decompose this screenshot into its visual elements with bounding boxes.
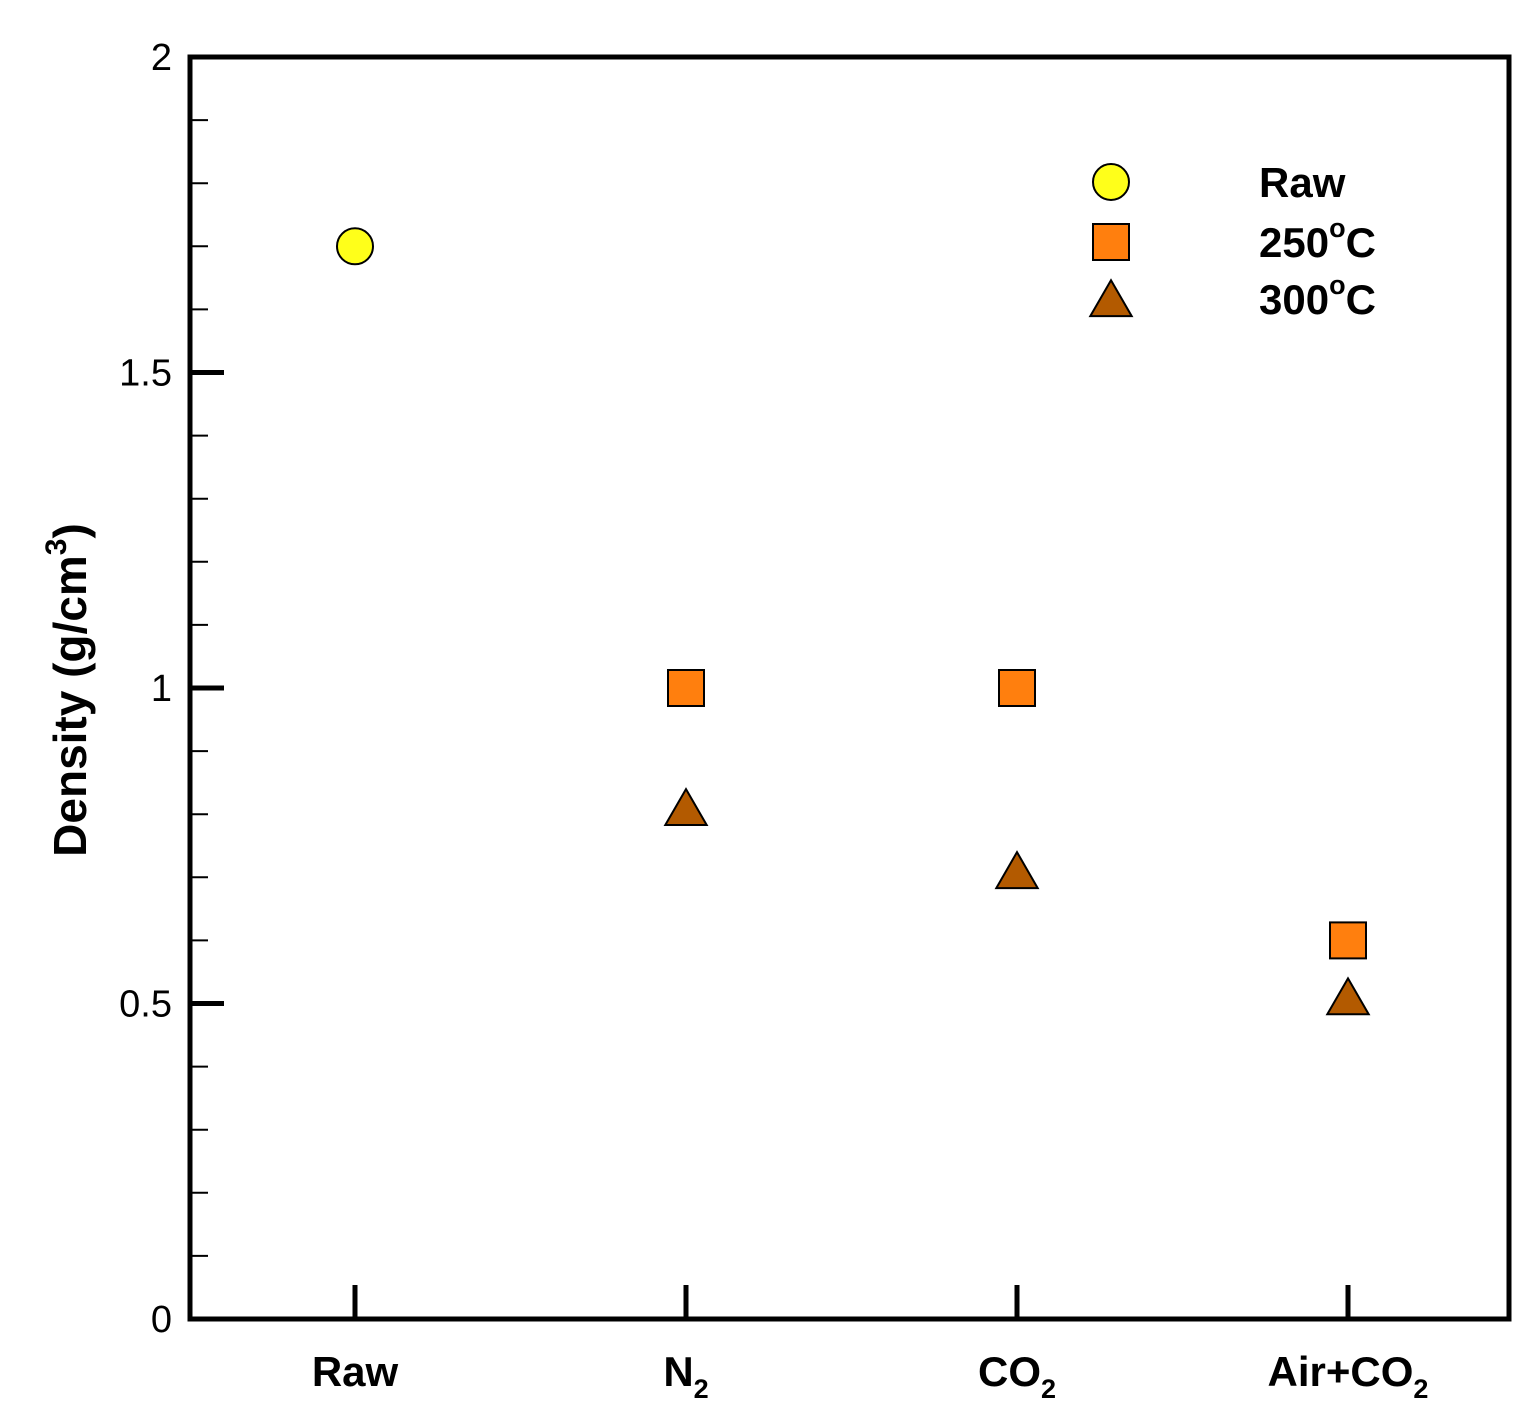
x-category-label-sub: 2 bbox=[1041, 1374, 1056, 1404]
x-category-label-air-co2: Air+CO2 bbox=[1268, 1348, 1429, 1404]
legend-marker-circle bbox=[1092, 163, 1130, 201]
legend-label-tail: C bbox=[1346, 219, 1376, 266]
x-category-label-sub: 2 bbox=[1413, 1374, 1428, 1404]
x-category-label-main: CO bbox=[978, 1348, 1041, 1395]
data-point-circle-raw bbox=[336, 227, 374, 266]
data-point-triangle-n2 bbox=[663, 787, 709, 826]
y-tick-label: 1.5 bbox=[119, 353, 172, 395]
data-point-square-n2 bbox=[667, 669, 705, 707]
y-axis-title-sup: 3 bbox=[40, 539, 73, 556]
y-tick-label: 0.5 bbox=[119, 984, 172, 1026]
data-point-square-co2 bbox=[998, 669, 1036, 707]
x-category-label-main: Air+CO bbox=[1268, 1348, 1414, 1395]
x-category-label-main: N bbox=[663, 1348, 693, 1395]
legend-label-2: 300oC bbox=[1259, 270, 1376, 323]
y-tick-label: 1 bbox=[151, 668, 172, 710]
x-category-label-co2: CO2 bbox=[978, 1348, 1056, 1404]
legend-label-main: 250 bbox=[1259, 219, 1329, 266]
y-axis-title-close: ) bbox=[44, 523, 96, 538]
legend-label-1: 250oC bbox=[1259, 213, 1376, 266]
data-point-triangle-co2 bbox=[994, 850, 1040, 890]
y-tick-label: 2 bbox=[151, 37, 172, 79]
y-axis-title-main: Density (g/cm bbox=[44, 555, 96, 857]
x-category-label-sub: 2 bbox=[694, 1374, 709, 1404]
legend-label-main: Raw bbox=[1259, 159, 1346, 206]
data-point-triangle-air-co2 bbox=[1325, 976, 1371, 1016]
y-tick-label: 0 bbox=[151, 1299, 172, 1341]
x-category-label-main: Raw bbox=[312, 1348, 399, 1395]
y-axis-title: Density (g/cm3) bbox=[40, 523, 96, 857]
legend-label-sup: o bbox=[1329, 213, 1346, 243]
legend-label-0: Raw bbox=[1259, 159, 1346, 206]
data-point-square-air-co2 bbox=[1329, 921, 1367, 960]
legend-label-sup: o bbox=[1329, 270, 1346, 300]
legend-label-main: 300 bbox=[1259, 276, 1329, 323]
legend-marker-square bbox=[1092, 223, 1130, 261]
x-category-label-raw: Raw bbox=[312, 1348, 399, 1395]
x-category-label-n2: N2 bbox=[663, 1348, 708, 1404]
legend-marker-triangle bbox=[1088, 278, 1134, 318]
legend-label-tail: C bbox=[1346, 276, 1376, 323]
